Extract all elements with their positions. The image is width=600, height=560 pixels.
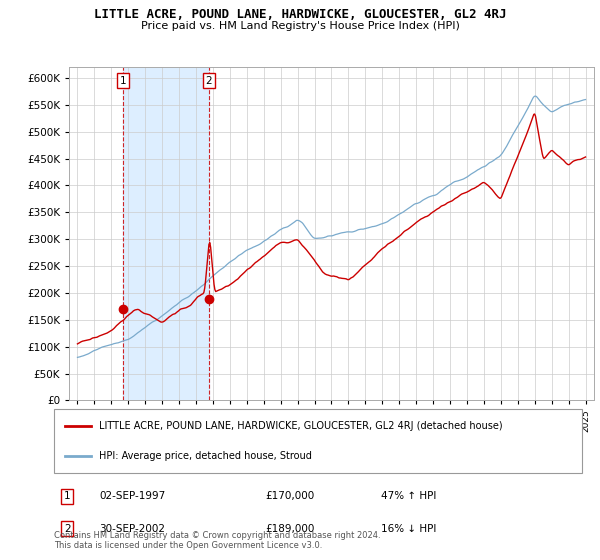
Text: 1: 1	[64, 492, 71, 501]
Text: LITTLE ACRE, POUND LANE, HARDWICKE, GLOUCESTER, GL2 4RJ (detached house): LITTLE ACRE, POUND LANE, HARDWICKE, GLOU…	[99, 421, 503, 431]
Text: HPI: Average price, detached house, Stroud: HPI: Average price, detached house, Stro…	[99, 451, 312, 461]
Text: 16% ↓ HPI: 16% ↓ HPI	[382, 524, 437, 534]
Text: LITTLE ACRE, POUND LANE, HARDWICKE, GLOUCESTER, GL2 4RJ: LITTLE ACRE, POUND LANE, HARDWICKE, GLOU…	[94, 8, 506, 21]
Bar	[122, 67, 209, 400]
Text: 2: 2	[64, 524, 71, 534]
Text: 47% ↑ HPI: 47% ↑ HPI	[382, 492, 437, 501]
Text: 30-SEP-2002: 30-SEP-2002	[99, 524, 165, 534]
Text: £189,000: £189,000	[265, 524, 314, 534]
FancyBboxPatch shape	[54, 409, 582, 473]
Text: £170,000: £170,000	[265, 492, 314, 501]
Text: Price paid vs. HM Land Registry's House Price Index (HPI): Price paid vs. HM Land Registry's House …	[140, 21, 460, 31]
Text: Contains HM Land Registry data © Crown copyright and database right 2024.
This d: Contains HM Land Registry data © Crown c…	[54, 530, 380, 550]
Text: 1: 1	[119, 76, 126, 86]
Text: 2: 2	[205, 76, 212, 86]
Text: 02-SEP-1997: 02-SEP-1997	[99, 492, 165, 501]
